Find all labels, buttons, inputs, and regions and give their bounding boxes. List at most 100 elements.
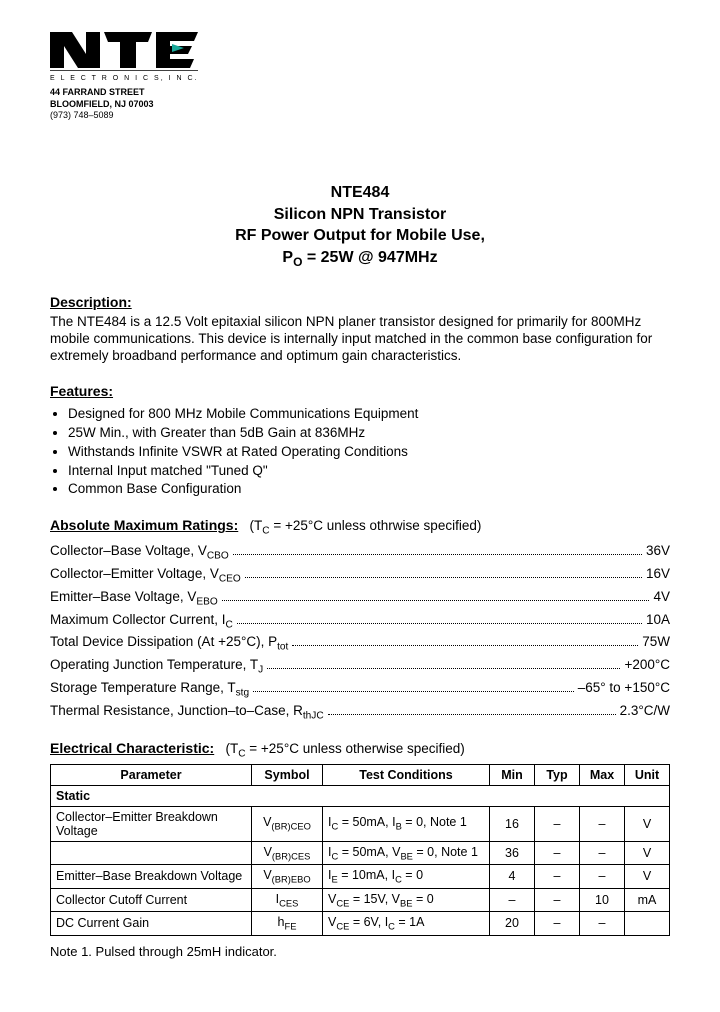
th-typ: Typ <box>535 764 580 785</box>
static-label: Static <box>56 789 90 803</box>
part-number: NTE484 <box>50 182 670 204</box>
note-1: Note 1. Pulsed through 25mH indicator. <box>50 944 670 959</box>
cell-cond: IC = 50mA, IB = 0, Note 1 <box>323 806 490 841</box>
features-heading: Features: <box>50 383 113 399</box>
rating-row: Total Device Dissipation (At +25°C), Pto… <box>50 632 670 655</box>
rating-value: 36V <box>646 541 670 561</box>
th-max: Max <box>580 764 625 785</box>
title-line4: PO = 25W @ 947MHz <box>50 247 670 270</box>
rating-dots <box>237 623 642 624</box>
description-heading: Description: <box>50 294 132 310</box>
ratings-section: Absolute Maximum Ratings: (TC = +25°C un… <box>50 517 670 724</box>
cell-min: 36 <box>490 841 535 865</box>
feature-item: Internal Input matched "Tuned Q" <box>68 462 670 481</box>
title-line4-post: = 25W @ 947MHz <box>302 249 437 266</box>
rating-label: Collector–Base Voltage, VCBO <box>50 541 229 564</box>
electrical-cond: (TC = +25°C unless otherwise specified) <box>225 741 464 756</box>
ratings-rows: Collector–Base Voltage, VCBO36VCollector… <box>50 541 670 724</box>
feature-item: Common Base Configuration <box>68 480 670 499</box>
cell-max: – <box>580 912 625 936</box>
rating-dots <box>292 645 638 646</box>
cell-symbol: ICES <box>252 888 323 912</box>
rating-label: Maximum Collector Current, IC <box>50 610 233 633</box>
title-line2: Silicon NPN Transistor <box>50 204 670 226</box>
table-row: DC Current GainhFEVCE = 6V, IC = 1A20–– <box>51 912 670 936</box>
rating-label: Thermal Resistance, Junction–to–Case, Rt… <box>50 701 324 724</box>
features-list: Designed for 800 MHz Mobile Communicatio… <box>50 405 670 499</box>
rating-row: Thermal Resistance, Junction–to–Case, Rt… <box>50 701 670 724</box>
cell-symbol: V(BR)CES <box>252 841 323 865</box>
datasheet-page: E L E C T R O N I C S, I N C. 44 FARRAND… <box>0 0 720 989</box>
description-text: The NTE484 is a 12.5 Volt epitaxial sili… <box>50 314 670 365</box>
th-parameter: Parameter <box>51 764 252 785</box>
rating-dots <box>267 668 620 669</box>
rating-row: Storage Temperature Range, Tstg –65° to +… <box>50 678 670 701</box>
rating-value: 4V <box>653 587 670 607</box>
rating-value: 16V <box>646 564 670 584</box>
cell-max: – <box>580 841 625 865</box>
rating-dots <box>245 577 642 578</box>
rating-row: Collector–Emitter Voltage, VCEO 16V <box>50 564 670 587</box>
cell-min: 4 <box>490 865 535 889</box>
table-row: Emitter–Base Breakdown VoltageV(BR)EBOIE… <box>51 865 670 889</box>
cell-param <box>51 841 252 865</box>
cell-unit: V <box>625 806 670 841</box>
ratings-heading: Absolute Maximum Ratings: <box>50 517 238 533</box>
cell-unit: V <box>625 841 670 865</box>
table-row: Collector–Emitter Breakdown VoltageV(BR)… <box>51 806 670 841</box>
phone: (973) 748–5089 <box>50 110 670 122</box>
rating-label: Emitter–Base Voltage, VEBO <box>50 587 218 610</box>
company-address: 44 FARRAND STREET BLOOMFIELD, NJ 07003 (… <box>50 87 670 122</box>
cell-typ: – <box>535 912 580 936</box>
rating-label: Storage Temperature Range, Tstg <box>50 678 249 701</box>
cell-min: 16 <box>490 806 535 841</box>
cell-min: – <box>490 888 535 912</box>
electrical-table: Parameter Symbol Test Conditions Min Typ… <box>50 764 670 936</box>
rating-dots <box>253 691 574 692</box>
cell-param: DC Current Gain <box>51 912 252 936</box>
cell-cond: VCE = 6V, IC = 1A <box>323 912 490 936</box>
cell-max: 10 <box>580 888 625 912</box>
features-section: Features: Designed for 800 MHz Mobile Co… <box>50 383 670 499</box>
rating-dots <box>222 600 650 601</box>
rating-value: –65° to +150°C <box>578 678 670 698</box>
rating-label: Total Device Dissipation (At +25°C), Pto… <box>50 632 288 655</box>
title-line4-sub: O <box>293 255 302 269</box>
cell-typ: – <box>535 865 580 889</box>
rating-label: Operating Junction Temperature, TJ <box>50 655 263 678</box>
cell-max: – <box>580 806 625 841</box>
cell-unit <box>625 912 670 936</box>
title-line4-pre: P <box>282 249 293 266</box>
th-min: Min <box>490 764 535 785</box>
feature-item: Designed for 800 MHz Mobile Communicatio… <box>68 405 670 424</box>
cell-typ: – <box>535 841 580 865</box>
rating-row: Collector–Base Voltage, VCBO 36V <box>50 541 670 564</box>
rating-dots <box>328 714 616 715</box>
table-header-row: Parameter Symbol Test Conditions Min Typ… <box>51 764 670 785</box>
rating-value: 10A <box>646 610 670 630</box>
rating-value: +200°C <box>624 655 670 675</box>
cell-unit: mA <box>625 888 670 912</box>
cell-min: 20 <box>490 912 535 936</box>
cell-typ: – <box>535 806 580 841</box>
rating-value: 2.3°C/W <box>620 701 670 721</box>
rating-row: Emitter–Base Voltage, VEBO 4V <box>50 587 670 610</box>
rating-value: 75W <box>642 632 670 652</box>
th-symbol: Symbol <box>252 764 323 785</box>
cell-cond: IC = 50mA, VBE = 0, Note 1 <box>323 841 490 865</box>
cell-symbol: hFE <box>252 912 323 936</box>
electrical-head-line: Electrical Characteristic: (TC = +25°C u… <box>50 740 670 760</box>
svg-text:E L E C T R O N I C S, I N C.: E L E C T R O N I C S, I N C. <box>50 75 199 82</box>
cell-param: Collector Cutoff Current <box>51 888 252 912</box>
th-conditions: Test Conditions <box>323 764 490 785</box>
cell-unit: V <box>625 865 670 889</box>
cell-param: Emitter–Base Breakdown Voltage <box>51 865 252 889</box>
static-row: Static <box>51 785 670 806</box>
street: 44 FARRAND STREET <box>50 87 670 99</box>
title-block: NTE484 Silicon NPN Transistor RF Power O… <box>50 182 670 270</box>
title-line3: RF Power Output for Mobile Use, <box>50 225 670 247</box>
electrical-heading: Electrical Characteristic: <box>50 740 214 756</box>
rating-label: Collector–Emitter Voltage, VCEO <box>50 564 241 587</box>
cell-max: – <box>580 865 625 889</box>
table-body: Static Collector–Emitter Breakdown Volta… <box>51 785 670 935</box>
